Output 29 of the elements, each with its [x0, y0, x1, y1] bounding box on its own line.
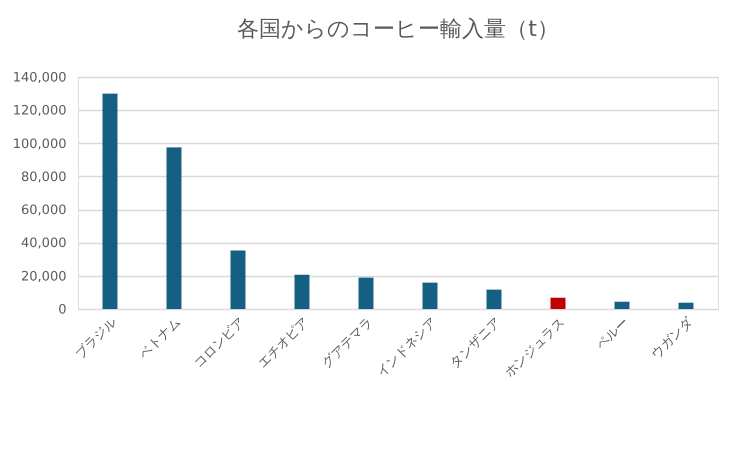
y-tick-label: 40,000 [21, 236, 66, 252]
x-tick-label: エチオピア [255, 314, 312, 372]
bar [230, 250, 246, 309]
x-tick-label: インドネシア [374, 314, 440, 381]
x-tick-label: ウガンダ [648, 314, 697, 362]
bar [102, 94, 118, 309]
bar [294, 274, 310, 309]
x-tick-label: タンザニア [447, 314, 504, 372]
chart-title: 各国からのコーヒー輸入量（t） [237, 17, 559, 42]
y-tick-label: 20,000 [21, 269, 66, 284]
x-tick-label: ホンジュラス [502, 314, 568, 381]
bar [486, 290, 502, 309]
x-tick-label: ブラジル [72, 314, 120, 362]
y-tick-label: 0 [58, 302, 66, 318]
bar [422, 282, 438, 309]
y-tick-label: 140,000 [12, 70, 66, 86]
x-tick-label: コロンビア [191, 314, 248, 372]
x-tick-label: ベトナム [136, 314, 184, 362]
y-tick-label: 120,000 [12, 104, 66, 119]
y-tick-label: 80,000 [21, 170, 66, 185]
bar [678, 302, 694, 309]
bar [550, 298, 566, 309]
bar [614, 302, 630, 309]
bar [358, 278, 374, 309]
y-tick-label: 60,000 [21, 203, 66, 218]
y-tick-label: 100,000 [12, 136, 66, 152]
bar [166, 147, 182, 309]
x-tick-label: グアテマラ [319, 314, 376, 372]
x-tick-label: ペルー [594, 314, 632, 353]
